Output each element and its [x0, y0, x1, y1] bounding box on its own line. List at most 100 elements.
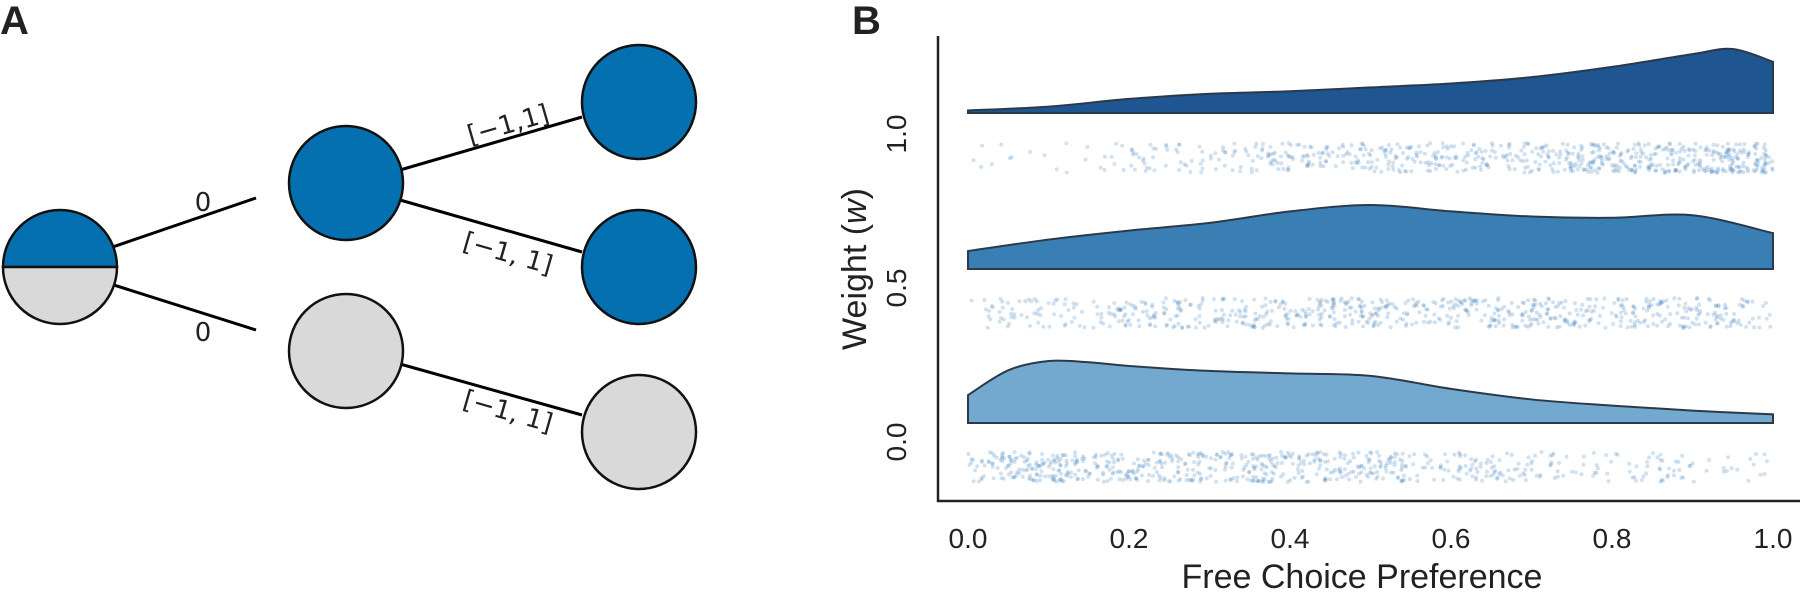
- jitter-point: [1260, 146, 1265, 151]
- jitter-point: [1523, 165, 1528, 170]
- jitter-point: [1046, 464, 1051, 469]
- jitter-point: [1076, 476, 1080, 481]
- jitter-point: [1613, 313, 1618, 318]
- jitter-point: [1618, 152, 1623, 157]
- jitter-point: [1158, 452, 1163, 457]
- jitter-point: [1390, 302, 1395, 306]
- jitter-point: [1407, 146, 1412, 151]
- jitter-point: [1537, 167, 1542, 172]
- jitter-point: [1572, 145, 1577, 150]
- jitter-point: [1141, 464, 1146, 469]
- jitter-point: [1049, 459, 1054, 464]
- jitter-point: [1087, 471, 1091, 476]
- jitter-point: [1026, 297, 1031, 302]
- jitter-point: [1491, 318, 1496, 322]
- jitter-point: [1151, 314, 1156, 319]
- jitter-point: [1518, 158, 1523, 163]
- jitter-point: [1617, 153, 1622, 158]
- jitter-point: [1028, 476, 1033, 481]
- jitter-point: [1221, 297, 1226, 302]
- jitter-point: [1449, 315, 1453, 320]
- jitter-point: [1081, 454, 1086, 459]
- jitter-point: [1010, 307, 1015, 311]
- jitter-point: [1101, 321, 1106, 326]
- jitter-point: [1280, 461, 1284, 465]
- jitter-point: [1587, 319, 1592, 324]
- jitter-point: [1176, 455, 1181, 460]
- jitter-point: [1506, 164, 1511, 169]
- jitter-point: [1711, 142, 1716, 147]
- jitter-point: [1358, 147, 1363, 152]
- jitter-point: [1611, 321, 1616, 326]
- jitter-point: [1312, 457, 1317, 462]
- jitter-point: [1410, 156, 1415, 161]
- jitter-point: [1747, 320, 1752, 325]
- jitter-point: [1066, 308, 1071, 312]
- jitter-point: [1086, 474, 1091, 479]
- jitter-point: [1041, 324, 1046, 329]
- jitter-point: [1613, 165, 1617, 170]
- jitter-point: [1099, 312, 1104, 316]
- jitter-point: [1536, 321, 1541, 326]
- jitter-point: [1545, 152, 1550, 157]
- jitter-point: [1364, 453, 1369, 458]
- jitter-point: [1530, 308, 1534, 313]
- jitter-point: [1322, 478, 1327, 483]
- jitter-point: [1058, 463, 1063, 468]
- jitter-point: [1198, 161, 1203, 166]
- jitter-point: [1397, 457, 1402, 462]
- jitter-point: [1168, 317, 1173, 322]
- jitter-point: [1400, 465, 1404, 470]
- jitter-point: [1614, 145, 1619, 150]
- jitter-point: [1219, 316, 1224, 321]
- jitter-point: [1456, 313, 1460, 318]
- jitter-point: [1252, 467, 1257, 472]
- jitter-point: [1494, 476, 1499, 481]
- jitter-point: [1342, 453, 1347, 458]
- jitter-point: [1262, 477, 1267, 482]
- jitter-point: [1469, 301, 1474, 306]
- jitter-point: [1574, 161, 1578, 166]
- jitter-point: [1188, 170, 1193, 174]
- jitter-point: [1254, 475, 1259, 480]
- jitter-point: [1742, 298, 1747, 303]
- jitter-point: [1589, 309, 1594, 314]
- jitter-point: [1246, 153, 1251, 158]
- jitter-point: [1220, 297, 1225, 302]
- jitter-point: [1059, 314, 1064, 318]
- jitter-point: [1147, 472, 1152, 477]
- jitter-point: [1431, 154, 1436, 159]
- jitter-point: [1711, 150, 1716, 155]
- jitter-point: [990, 464, 995, 469]
- y-tick-label-0: 0.0: [881, 423, 912, 462]
- jitter-point: [1162, 311, 1166, 316]
- jitter-point: [1526, 324, 1530, 329]
- jitter-point: [1529, 467, 1534, 472]
- jitter-point: [1388, 150, 1393, 155]
- jitter-point: [1287, 453, 1292, 458]
- jitter-point: [1715, 143, 1720, 148]
- jitter-point: [1711, 157, 1716, 162]
- jitter-point: [1451, 306, 1456, 311]
- jitter-point: [1531, 302, 1536, 307]
- jitter-point: [1755, 157, 1760, 162]
- jitter-point: [1137, 464, 1141, 469]
- jitter-point: [1753, 141, 1758, 146]
- jitter-point: [1632, 475, 1637, 480]
- jitter-point: [1146, 457, 1151, 462]
- jitter-point: [1544, 143, 1549, 148]
- jitter-point: [1286, 154, 1291, 159]
- jitter-point: [1270, 476, 1275, 481]
- jitter-point: [1726, 147, 1731, 151]
- jitter-point: [1047, 474, 1052, 479]
- jitter-point: [1399, 479, 1404, 483]
- jitter-point: [1118, 307, 1123, 312]
- jitter-point: [1529, 321, 1534, 326]
- jitter-point: [1431, 299, 1436, 304]
- jitter-point: [1270, 462, 1275, 467]
- jitter-point: [1459, 300, 1464, 305]
- jitter-point: [1546, 154, 1551, 159]
- jitter-point: [1366, 320, 1371, 325]
- jitter-point: [1567, 323, 1572, 327]
- jitter-point: [1327, 314, 1332, 319]
